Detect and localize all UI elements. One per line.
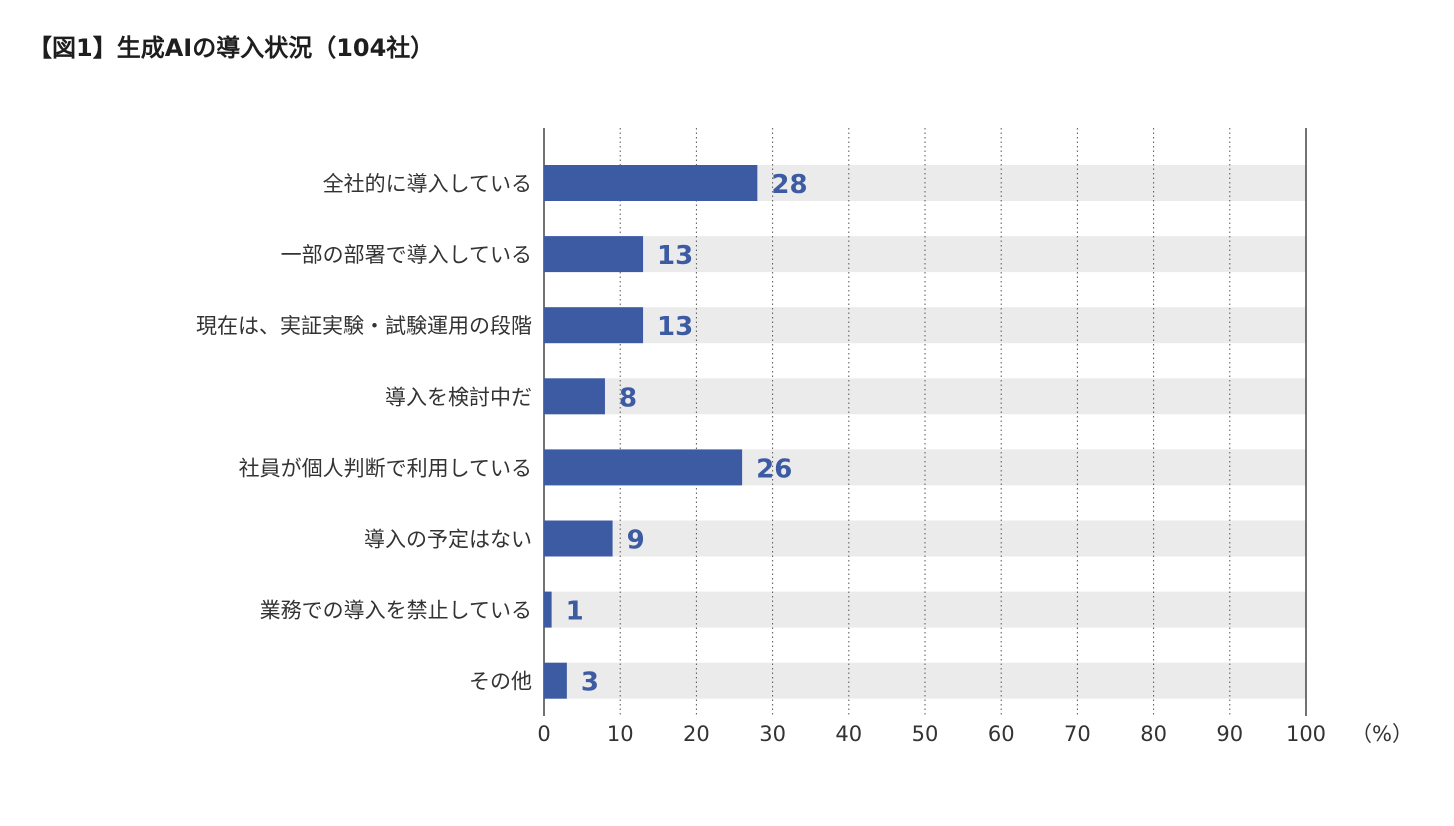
x-tick-label: 60 xyxy=(988,722,1015,746)
value-label: 3 xyxy=(581,668,599,698)
x-tick-label: 50 xyxy=(912,722,939,746)
bars xyxy=(544,165,758,699)
bar xyxy=(544,662,567,699)
value-label: 13 xyxy=(657,241,693,271)
bar xyxy=(544,165,758,201)
bar xyxy=(544,591,552,628)
x-axis-ticks: 0 10 20 30 40 50 60 70 80 90 100 xyxy=(537,722,1326,746)
category-label: 一部の部署で導入している xyxy=(281,243,532,267)
x-tick-label: 40 xyxy=(835,722,862,746)
bar-track xyxy=(544,378,1306,415)
bar xyxy=(544,236,644,273)
grid-lines xyxy=(543,128,1307,716)
category-label: 導入の予定はない xyxy=(364,528,532,552)
value-label: 26 xyxy=(756,454,792,484)
category-labels: 全社的に導入している一部の部署で導入している現在は、実証実験・試験運用の段階導入… xyxy=(196,172,532,694)
category-label: 導入を検討中だ xyxy=(385,385,532,409)
category-label: 現在は、実証実験・試験運用の段階 xyxy=(196,314,532,338)
bar xyxy=(544,307,644,344)
x-tick-label: 90 xyxy=(1216,722,1243,746)
category-label: 業務での導入を禁止している xyxy=(260,599,532,623)
category-label: 全社的に導入している xyxy=(323,172,532,196)
value-label: 28 xyxy=(771,170,807,200)
category-label: 社員が個人判断で利用している xyxy=(239,456,532,480)
category-label: その他 xyxy=(469,670,532,694)
x-tick-label: 20 xyxy=(683,722,710,746)
bar xyxy=(544,378,605,415)
x-tick-label: 100 xyxy=(1286,722,1326,746)
value-label: 1 xyxy=(566,597,584,627)
bar xyxy=(544,520,613,557)
x-tick-label: 0 xyxy=(537,722,550,746)
x-tick-label: 80 xyxy=(1140,722,1167,746)
page-title: 【図1】生成AIの導入状況（104社） xyxy=(28,34,435,62)
x-axis-unit: （%） xyxy=(1351,722,1413,746)
value-label: 8 xyxy=(619,383,637,413)
x-tick-label: 30 xyxy=(759,722,786,746)
x-tick-label: 10 xyxy=(607,722,634,746)
x-tick-label: 70 xyxy=(1064,722,1091,746)
bar xyxy=(544,449,743,486)
value-label: 9 xyxy=(627,526,645,556)
value-label: 13 xyxy=(657,312,693,342)
